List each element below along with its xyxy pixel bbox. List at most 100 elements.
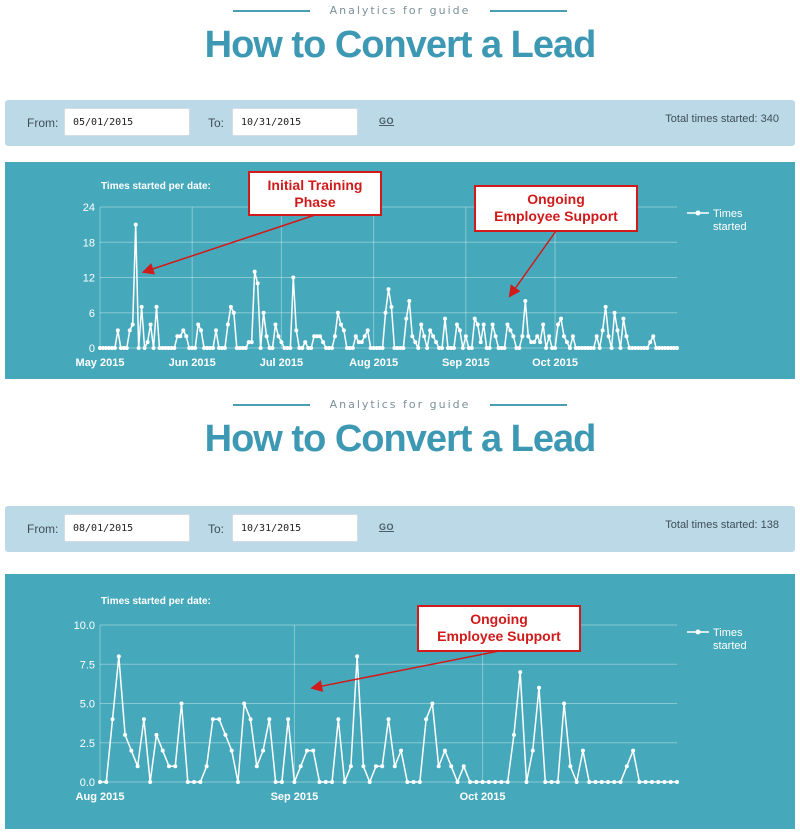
y-tick-label: 10.0 [74,620,95,632]
data-point [348,764,353,769]
eyebrow-text: Analytics for guide [329,4,471,17]
data-point [318,334,323,339]
data-point [475,322,480,327]
go-link[interactable]: GO [379,522,395,532]
data-point [573,346,578,350]
data-point [205,346,210,350]
data-point [373,764,378,769]
y-tick-label: 5.0 [80,699,95,711]
data-point [311,748,316,753]
annotation-arrow [141,214,316,275]
data-point [663,346,668,350]
data-point [145,340,150,345]
annotation-text: Phase [294,194,335,210]
data-point [330,780,335,784]
from-date-input[interactable]: 08/01/2015 [64,514,190,542]
data-point [166,346,171,350]
data-point [279,340,284,345]
data-point [118,346,123,350]
data-point [192,780,197,784]
to-label: To: [208,116,225,130]
data-point [228,304,233,309]
data-point [624,334,629,339]
data-point [537,685,542,690]
to-label: To: [208,522,225,536]
data-point [380,346,385,350]
x-tick-label: Jun 2015 [169,357,216,369]
y-tick-label: 12 [83,273,95,285]
data-point [541,322,546,327]
go-link[interactable]: GO [379,116,395,126]
data-point [398,346,403,350]
from-label: From: [27,116,59,130]
data-point [493,334,498,339]
data-point [556,322,561,327]
x-tick-label: Jul 2015 [260,357,303,369]
data-point [100,346,105,350]
data-point [312,334,317,339]
data-point [544,346,549,350]
data-point [135,764,140,769]
data-point [463,334,468,339]
data-point [267,346,272,350]
y-tick-label: 18 [83,237,95,249]
data-point [633,346,638,350]
y-tick-label: 0.0 [80,777,95,789]
data-point [520,334,525,339]
data-point [315,334,320,339]
data-point [562,701,567,706]
x-tick-label: Aug 2015 [349,357,398,369]
data-point [237,346,242,350]
data-point [297,346,302,350]
data-point [588,346,593,350]
data-point [437,346,442,350]
data-point [208,346,213,350]
data-point [336,717,341,722]
data-point [493,780,498,784]
data-point [166,764,171,769]
data-point [428,328,433,333]
data-point [511,732,516,737]
to-date-input[interactable]: 10/31/2015 [232,514,358,542]
data-point [294,328,299,333]
data-point [106,346,111,350]
data-point [580,748,585,753]
data-point [618,780,623,784]
data-point [514,346,519,350]
data-point [591,346,596,350]
from-date-input[interactable]: 05/01/2015 [64,108,190,136]
data-point [103,346,108,350]
data-point [386,717,391,722]
data-point [288,346,293,350]
data-point [434,340,439,345]
legend-label: started [713,221,747,233]
data-point [599,780,604,784]
data-point [246,340,251,345]
data-point [115,328,120,333]
data-point [469,346,474,350]
data-point [547,334,552,339]
data-point [636,346,641,350]
data-point [511,334,516,339]
data-point [411,780,416,784]
data-point [273,322,278,327]
data-point [553,346,558,350]
legend-label: Times [713,208,743,220]
data-point [395,346,400,350]
data-point [285,346,290,350]
data-point [160,748,165,753]
to-date-input[interactable]: 10/31/2015 [232,108,358,136]
data-point [407,299,412,303]
data-point [324,346,329,350]
data-point [338,322,343,327]
data-point [121,346,126,350]
data-point [317,780,322,784]
data-point [309,346,314,350]
chart-svg: Times started per date: 0 6 12 18 24 May 2015 J… [76,171,747,369]
data-point [612,780,617,784]
data-point [327,346,332,350]
eyebrow-rule-left [233,404,310,406]
data-point [222,346,227,350]
data-point [466,346,471,350]
data-point [127,328,132,333]
